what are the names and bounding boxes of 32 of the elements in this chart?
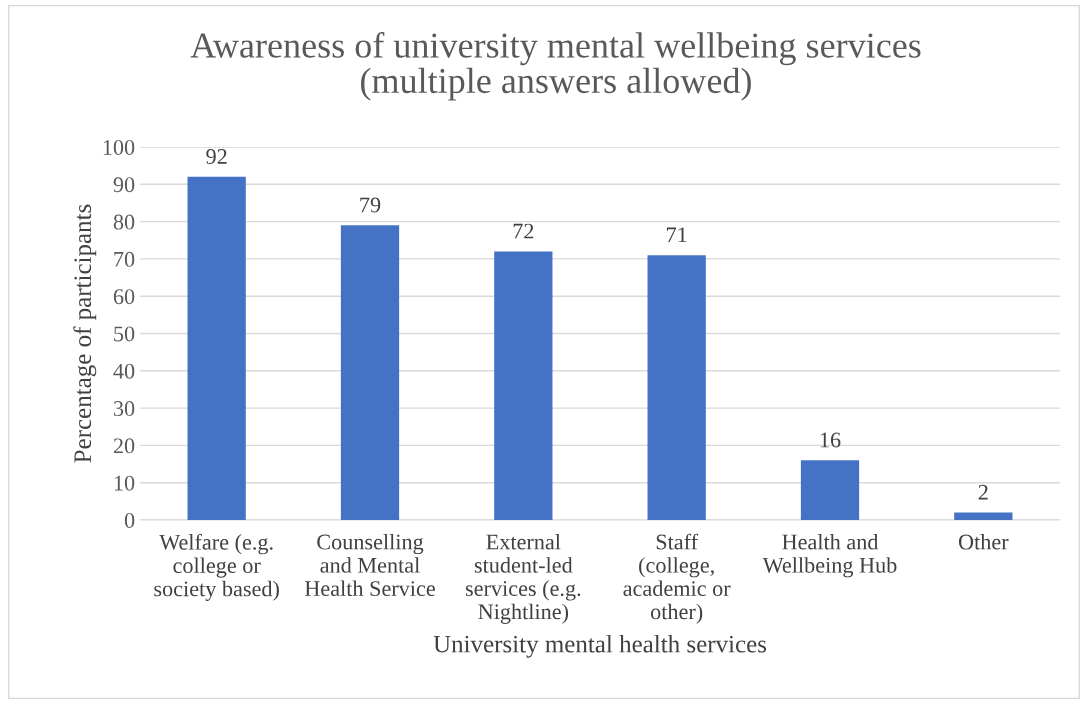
y-tick-label: 70 xyxy=(114,251,135,267)
data-label: 2 xyxy=(978,484,988,500)
data-label: 79 xyxy=(360,197,381,213)
y-tick-label: 20 xyxy=(113,438,135,454)
data-label: 72 xyxy=(513,223,534,239)
y-tick-label: 80 xyxy=(113,214,135,230)
y-tick-label: 90 xyxy=(113,177,135,193)
bar xyxy=(340,225,400,520)
y-tick-label: 100 xyxy=(103,139,135,155)
bar xyxy=(187,176,246,520)
x-tick-label: Other xyxy=(958,533,1009,550)
chart-title: Awareness of university mental wellbeing services (multiple answers allowed) xyxy=(190,32,921,101)
data-label: 92 xyxy=(206,149,227,164)
y-tick-label: 50 xyxy=(114,326,135,342)
x-axis-title: University mental health services xyxy=(433,634,767,658)
y-tick-label: 0 xyxy=(124,512,135,528)
x-tick-label: External student-led services (e.g. Nightline) xyxy=(465,533,581,624)
data-label: 16 xyxy=(820,432,841,448)
y-tick-label: 10 xyxy=(114,475,135,491)
x-tick-label: Health and Wellbeing Hub xyxy=(762,533,897,578)
data-label: 71 xyxy=(667,227,687,243)
y-tick-label: 40 xyxy=(113,363,135,379)
bar xyxy=(494,251,553,520)
y-tick-label: 60 xyxy=(113,289,135,305)
y-axis-title: Percentage of participants xyxy=(73,204,97,463)
x-tick-label: Staff (college, academic or other) xyxy=(623,533,731,624)
x-tick-label: Welfare (e.g. college or society based) xyxy=(154,533,279,601)
bar xyxy=(647,255,706,520)
x-tick-label: Counselling and Mental Health Service xyxy=(304,533,435,597)
y-tick-label: 30 xyxy=(113,401,135,417)
bar xyxy=(954,512,1013,520)
bar xyxy=(800,460,860,520)
